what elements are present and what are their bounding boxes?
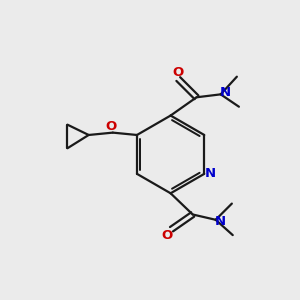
- Text: O: O: [172, 66, 184, 79]
- Text: O: O: [106, 120, 117, 133]
- Text: O: O: [161, 229, 173, 242]
- Text: N: N: [215, 215, 226, 228]
- Text: N: N: [205, 167, 216, 180]
- Text: N: N: [220, 86, 231, 99]
